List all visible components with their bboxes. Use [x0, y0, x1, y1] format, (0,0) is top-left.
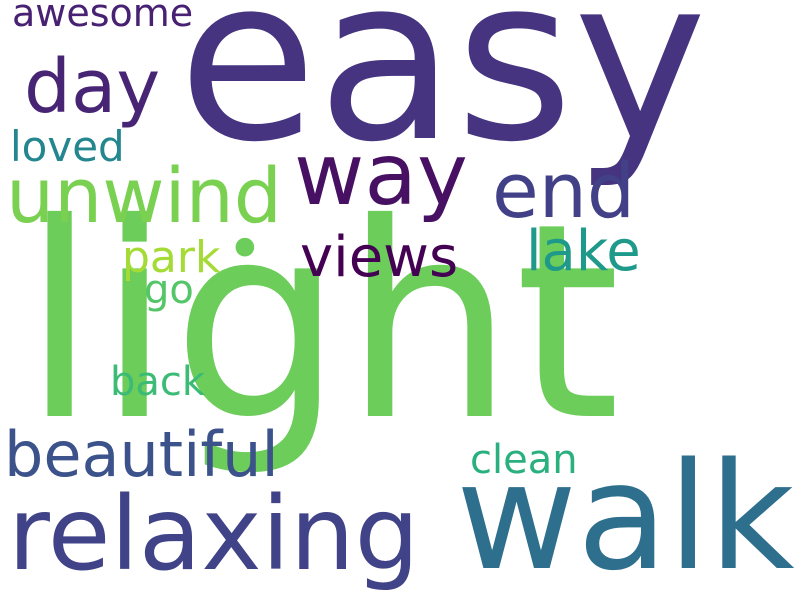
word-walk: walk: [456, 431, 795, 600]
word-relaxing: relaxing: [8, 475, 420, 594]
word-unwind: unwind: [6, 151, 283, 240]
word-end: end: [492, 146, 636, 235]
word-clean: clean: [470, 437, 578, 483]
word-easy: easy: [178, 0, 708, 192]
word-loved: loved: [10, 122, 125, 171]
word-beautiful: beautiful: [4, 418, 279, 491]
word-park: park: [122, 232, 221, 283]
word-way: way: [294, 125, 468, 225]
word-back: back: [110, 359, 206, 405]
word-dot: •: [226, 213, 264, 287]
word-awesome: awesome: [12, 0, 194, 35]
word-lake: lake: [526, 219, 641, 284]
word-go: go: [144, 267, 194, 313]
word-day: day: [24, 44, 161, 130]
word-light: light: [22, 165, 621, 480]
word-views: views: [300, 225, 459, 290]
